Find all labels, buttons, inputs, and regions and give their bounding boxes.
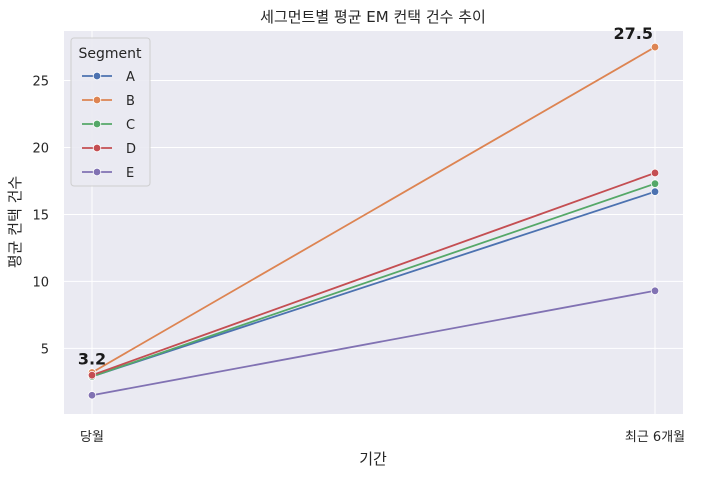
legend-label: A bbox=[126, 70, 135, 85]
series-line-a bbox=[91, 190, 656, 378]
x-tick-label: 당월 bbox=[80, 430, 104, 445]
legend-title: Segment bbox=[79, 46, 143, 62]
y-tick-label: 5 bbox=[41, 342, 49, 357]
series-group bbox=[87, 42, 660, 400]
legend-marker-e bbox=[92, 167, 102, 177]
chart-title: 세그먼트별 평균 EM 컨택 건수 추이 bbox=[260, 8, 486, 26]
plot-area bbox=[64, 31, 683, 414]
data-point-e bbox=[87, 391, 97, 400]
y-axis-label: 평균 컨택 건수 bbox=[6, 176, 24, 268]
legend-marker-d bbox=[92, 143, 102, 153]
legend-marker-c bbox=[92, 119, 102, 129]
x-tick-label: 최근 6개월 bbox=[625, 430, 685, 445]
data-point-b bbox=[650, 42, 660, 52]
y-tick-label: 20 bbox=[32, 142, 49, 157]
data-point-a bbox=[650, 187, 660, 196]
data-point-d bbox=[87, 370, 97, 380]
series-line-b bbox=[91, 46, 656, 374]
annotation-label: 27.5 bbox=[614, 24, 653, 43]
y-tick-label: 25 bbox=[32, 75, 49, 90]
legend-marker-b bbox=[92, 95, 102, 105]
legend-label: C bbox=[126, 118, 135, 133]
data-point-e bbox=[650, 286, 660, 295]
y-tick-label: 15 bbox=[32, 208, 49, 223]
annotation-label: 3.2 bbox=[78, 349, 106, 368]
legend-label: E bbox=[126, 166, 134, 181]
legend-marker-a bbox=[92, 71, 102, 81]
series-line-d bbox=[91, 172, 656, 377]
data-point-c bbox=[650, 179, 660, 188]
x-axis-label: 기간 bbox=[359, 450, 387, 468]
legend-label: B bbox=[126, 94, 135, 109]
annotations: 3.2 27.5 bbox=[78, 24, 653, 368]
series-line-c bbox=[91, 182, 656, 378]
series-line-e bbox=[91, 289, 656, 397]
legend-label: D bbox=[126, 142, 136, 157]
legend-box bbox=[70, 37, 151, 187]
x-axis: 당월 최근 6개월 bbox=[80, 430, 685, 445]
y-axis: 5 10 15 20 25 bbox=[32, 75, 49, 358]
y-tick-label: 10 bbox=[32, 275, 49, 290]
data-point-d bbox=[650, 168, 660, 178]
